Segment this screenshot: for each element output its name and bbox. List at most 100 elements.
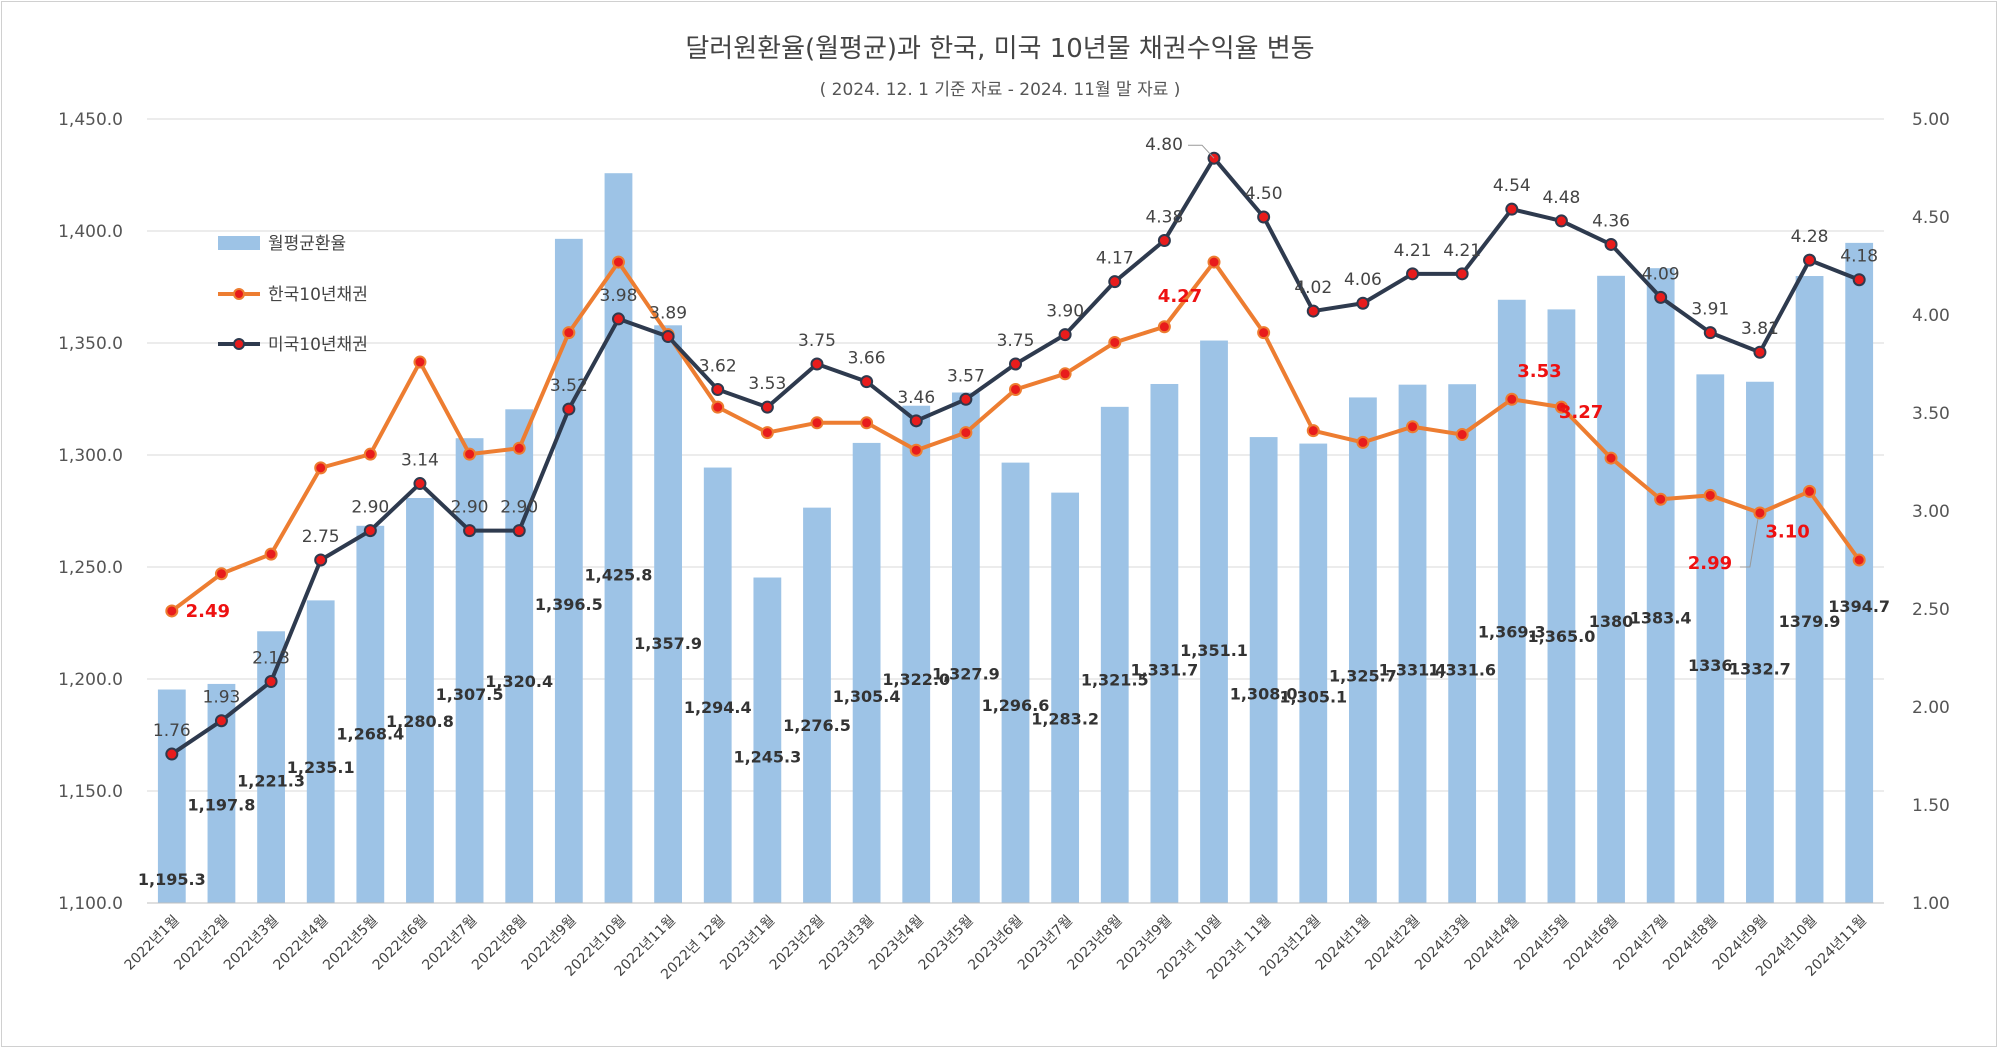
- us10y-value-label: 2.90: [451, 498, 489, 518]
- bar-value-label: 1,221.3: [237, 772, 305, 791]
- kr10y-point: [1157, 320, 1171, 334]
- us10y-point: [860, 375, 874, 389]
- kr10y-point: [165, 604, 179, 618]
- kr10y-point: [860, 416, 874, 430]
- bar-value-label: 1,425.8: [585, 566, 653, 585]
- bar: [455, 438, 484, 903]
- us10y-value-label: 3.81: [1741, 319, 1779, 339]
- us10y-value-label: 3.53: [748, 374, 786, 394]
- us10y-point: [1009, 357, 1022, 371]
- kr10y-point: [1753, 506, 1767, 520]
- bar: [1845, 242, 1874, 903]
- bar: [1349, 397, 1377, 903]
- kr10y-value-label: 2.49: [186, 601, 230, 622]
- y-right-tick-label: 5.00: [1912, 110, 1950, 130]
- bar-series: [157, 173, 1874, 904]
- kr10y-point: [562, 326, 576, 340]
- kr10y-point: [711, 400, 725, 414]
- us10y-point: [463, 524, 477, 538]
- leader-line: [1739, 518, 1759, 568]
- y-left-tick-label: 1,350.0: [58, 334, 123, 354]
- kr10y-point: [1009, 382, 1022, 396]
- kr10y-point: [760, 426, 774, 440]
- bar-value-label: 1379.9: [1779, 612, 1841, 631]
- y-right-tick-label: 3.50: [1912, 404, 1950, 424]
- kr10y-point: [1207, 255, 1221, 269]
- us10y-value-label: 3.66: [848, 349, 886, 369]
- us10y-value-label: 3.75: [798, 331, 836, 351]
- bar: [306, 600, 335, 903]
- us10y-point: [1257, 210, 1271, 224]
- bar-value-label: 1394.7: [1828, 597, 1890, 616]
- bar-value-label: 1,276.5: [783, 716, 851, 735]
- bar-value-label: 1,365.0: [1528, 627, 1596, 646]
- kr10y-point: [810, 416, 824, 430]
- bar: [1646, 268, 1675, 904]
- y-left-tick-label: 1,200.0: [58, 670, 123, 690]
- legend-marker-us: [233, 338, 245, 350]
- bar-value-label: 1,369.3: [1478, 623, 1546, 642]
- us10y-point: [1703, 326, 1717, 340]
- bar: [1398, 384, 1427, 903]
- bar: [1200, 340, 1228, 903]
- us10y-value-label: 3.91: [1691, 300, 1729, 320]
- us10y-value-label: 3.75: [997, 331, 1035, 351]
- kr10y-point: [1654, 492, 1668, 506]
- leader-line: [1188, 144, 1215, 159]
- us10y-point: [661, 330, 675, 344]
- bar-value-label: 1,320.4: [485, 672, 553, 691]
- us10y-point: [214, 714, 228, 728]
- y-right-tick-label: 2.00: [1912, 698, 1950, 718]
- bar: [1448, 384, 1477, 903]
- y-left-tick-label: 1,300.0: [58, 446, 123, 466]
- bar-value-label: 1,321.5: [1081, 671, 1149, 690]
- us10y-point: [562, 402, 576, 416]
- chart-subtitle: ( 2024. 12. 1 기준 자료 - 2024. 11월 말 자료 ): [820, 80, 1181, 100]
- kr10y-point: [1703, 488, 1717, 502]
- y-right-tick-label: 1.50: [1912, 796, 1950, 816]
- us10y-value-label: 3.98: [600, 286, 638, 306]
- kr10y-point: [1455, 428, 1469, 442]
- y-left-tick-label: 1,250.0: [58, 558, 123, 578]
- kr10y-point: [214, 567, 228, 581]
- us10y-point: [1455, 267, 1469, 281]
- kr10y-point: [512, 441, 526, 455]
- bar: [257, 631, 285, 903]
- bar-value-label: 1,195.3: [138, 870, 206, 889]
- kr10y-value-label: 3.10: [1765, 521, 1809, 542]
- kr10y-point: [1554, 400, 1568, 414]
- us10y-point: [959, 392, 973, 406]
- us10y-point: [711, 382, 725, 396]
- us10y-value-label: 3.46: [897, 388, 935, 408]
- kr10y-value-label: 3.53: [1517, 361, 1561, 382]
- kr10y-value-label: 4.27: [1158, 286, 1202, 307]
- bar-value-label: 1,280.8: [386, 712, 454, 731]
- us10y-point: [1356, 296, 1370, 310]
- chart-title: 달러원환율(월평균)과 한국, 미국 10년물 채권수익율 변동: [685, 34, 1314, 64]
- bar: [604, 173, 633, 903]
- bar: [852, 442, 881, 903]
- us10y-value-label: 3.52: [550, 376, 588, 396]
- us10y-value-label: 4.18: [1840, 247, 1878, 267]
- us10y-value-label: 1.76: [153, 721, 191, 741]
- us10y-value-label: 4.09: [1642, 264, 1680, 284]
- us10y-value-label: 4.02: [1294, 278, 1332, 298]
- bar: [157, 689, 186, 903]
- bar-value-label: 1,197.8: [188, 795, 256, 814]
- bar: [803, 507, 831, 903]
- y-left-tick-label: 1,100.0: [58, 894, 123, 914]
- kr10y-point: [463, 447, 477, 461]
- bar: [1597, 275, 1625, 903]
- us10y-point: [314, 553, 328, 567]
- bar-value-label: 1336: [1688, 656, 1733, 675]
- bar: [1150, 383, 1179, 903]
- us10y-point: [611, 312, 625, 326]
- bar-value-label: 1,396.5: [535, 595, 603, 614]
- us10y-point: [165, 747, 179, 761]
- us10y-point: [1108, 275, 1122, 289]
- bar-value-label: 1,296.6: [982, 696, 1050, 715]
- us10y-value-label: 4.06: [1344, 270, 1382, 290]
- kr10y-point: [413, 355, 427, 369]
- bar: [505, 409, 534, 903]
